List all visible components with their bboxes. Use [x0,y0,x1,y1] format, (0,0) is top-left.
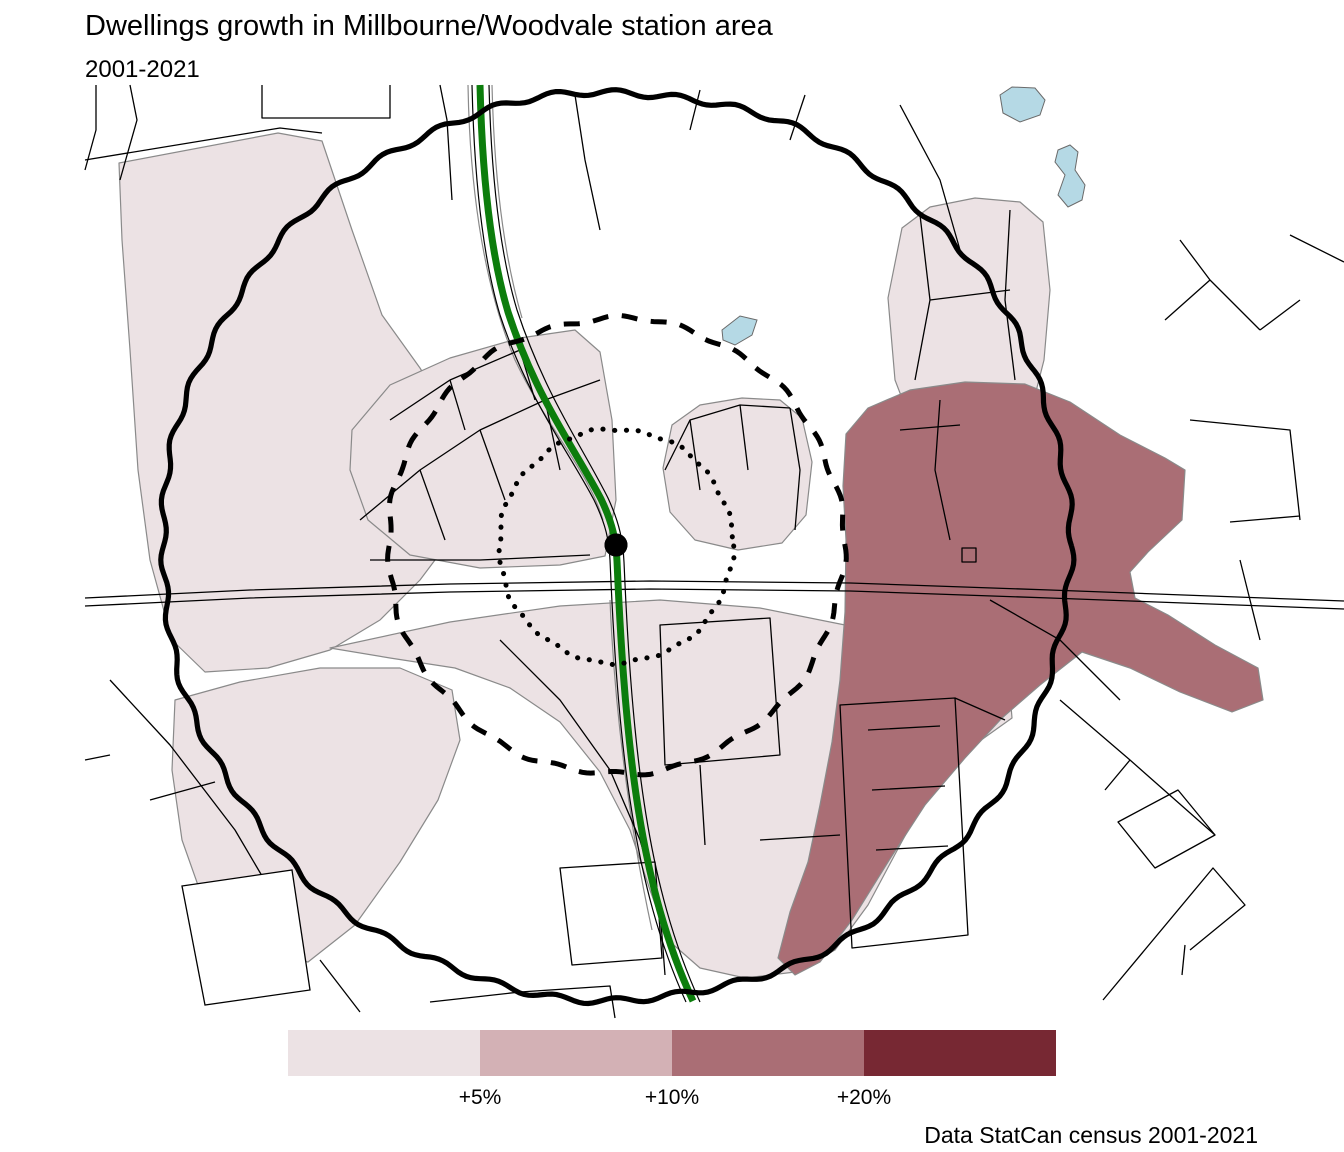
legend-swatch-3 [672,1030,864,1076]
growth-area-polygon-strong [777,381,1264,976]
legend-tick-label: +5% [458,1086,502,1109]
road-network [84,84,1344,1019]
pond [999,86,1046,123]
transit-corridor [471,84,701,1003]
growth-area-polygon [662,397,813,551]
pond [721,315,758,346]
legend-swatch-4 [864,1030,1056,1076]
water-bodies [721,86,1086,346]
pond [1054,144,1086,208]
road-casing [488,84,701,1003]
legend-color-bar [288,1030,1056,1076]
buffer-ring-outer [158,87,1077,1007]
legend-tick-label: +20% [836,1086,892,1109]
page-title: Dwellings growth in Millbourne/Woodvale … [85,10,773,42]
growth-area-polygon [118,132,463,673]
data-attribution: Data StatCan census 2001-2021 [924,1122,1258,1148]
legend-swatch-1 [288,1030,480,1076]
station-point-dot [604,533,628,557]
buffer-ring-middle [385,313,849,778]
road-casing [471,84,687,1003]
street-block [181,869,311,1006]
legend-swatch-2 [480,1030,672,1076]
transit-line [476,84,697,1003]
legend-tick-label: +10% [644,1086,700,1109]
page-subtitle: 2001-2021 [85,56,200,83]
